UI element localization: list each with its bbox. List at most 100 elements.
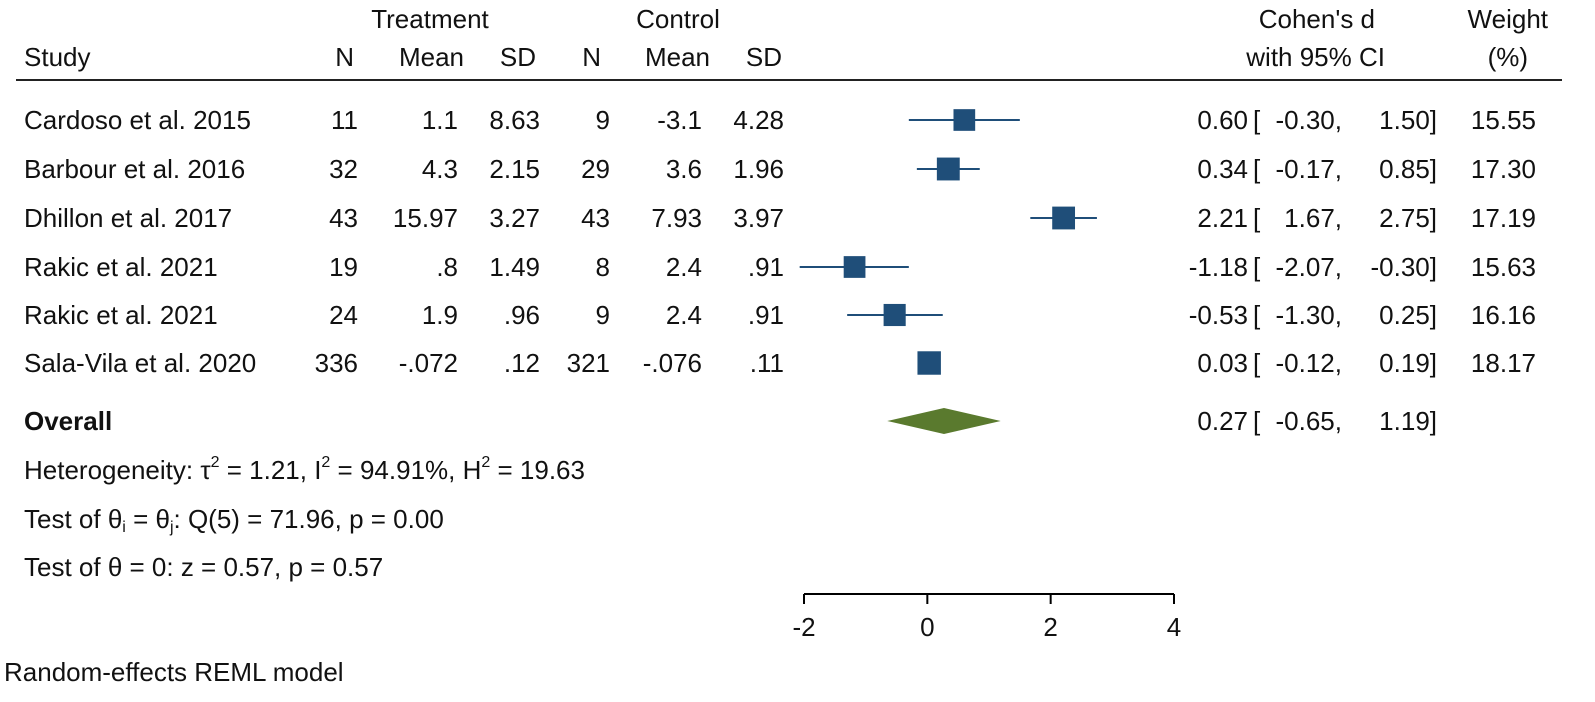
weight-header-line1: Weight [1467,4,1548,34]
weight-percent: 15.63 [1470,252,1536,282]
treatment-mean-header: Mean [398,42,464,72]
ci-lower: -2.07, [1275,252,1343,282]
ci-upper: 0.85] [1379,154,1437,184]
q-prefix: Test of θ [24,504,123,534]
ci-lower: -0.17, [1275,154,1343,184]
treatment-sd: .96 [503,300,540,330]
weight-percent: 15.55 [1470,105,1536,135]
treatment-n: 32 [329,154,358,184]
study-name: Dhillon et al. 2017 [24,203,233,233]
ci-upper: 2.75] [1379,203,1437,233]
treatment-n: 24 [329,300,358,330]
effect-size: 0.34 [1197,154,1248,184]
het-end: = 19.63 [490,455,585,485]
het-tau-sup: 2 [210,454,220,471]
study-effect-marker [953,109,976,131]
ci-open-bracket: [ [1253,300,1261,330]
control-mean: 2.4 [665,300,702,330]
treatment-mean: 1.9 [421,300,458,330]
x-tick-label: -2 [792,612,815,642]
control-mean-header: Mean [644,42,710,72]
treatment-n: 43 [329,203,358,233]
heterogeneity-stats: Heterogeneity: τ2 = 1.21, I2 = 94.91%, H… [24,454,585,486]
treatment-sd: 1.49 [489,252,540,282]
het-prefix: Heterogeneity: τ [24,455,211,485]
weight-header-line2: (%) [1487,42,1528,72]
control-n: 321 [566,348,610,378]
control-sd: 3.97 [733,203,784,233]
effect-header-line1: Cohen's d [1258,4,1375,34]
treatment-mean: 15.97 [392,203,458,233]
study-effect-marker [843,256,866,278]
q-test-stats: Test of θi = θj: Q(5) = 71.96, p = 0.00 [24,504,444,536]
control-n: 43 [581,203,610,233]
treatment-mean: 1.1 [421,105,458,135]
control-n: 9 [595,300,610,330]
ci-lower: -0.30, [1275,105,1343,135]
x-tick-label: 4 [1167,612,1181,642]
ci-lower: -0.12, [1275,348,1343,378]
control-sd-header: SD [745,42,782,72]
weight-percent: 16.16 [1470,300,1536,330]
treatment-n-header: N [335,42,354,72]
overall-diamond [887,408,1001,434]
study-name: Rakic et al. 2021 [24,300,218,330]
ci-open-bracket: [ [1253,203,1261,233]
control-sd: .11 [749,348,784,378]
model-footnote: Random-effects REML model [4,657,344,687]
weight-percent: 18.17 [1470,348,1536,378]
study-effect-marker [1052,206,1076,230]
overall-label: Overall [24,406,113,436]
study-name: Cardoso et al. 2015 [24,105,251,135]
control-mean: -.076 [642,348,702,378]
q-eq: = θ [125,504,170,534]
control-n-header: N [582,42,601,72]
overall-effect-size: 0.27 [1197,406,1248,436]
het-h-sup: 2 [481,454,491,471]
study-effect-marker [936,157,960,181]
overall-ci-upper: 1.19] [1379,406,1437,436]
x-tick-label: 0 [920,612,934,642]
treatment-mean: .8 [436,252,458,282]
ci-lower: -1.30, [1275,300,1343,330]
treatment-n: 19 [329,252,358,282]
study-name: Rakic et al. 2021 [24,252,218,282]
q-sub-j: j [169,519,174,536]
ci-upper: 0.25] [1379,300,1437,330]
overall-ci-open-bracket: [ [1253,406,1261,436]
treatment-sd: .12 [503,348,540,378]
ci-open-bracket: [ [1253,348,1261,378]
treatment-mean: 4.3 [421,154,458,184]
ci-open-bracket: [ [1253,252,1261,282]
effect-size: 2.21 [1197,203,1248,233]
control-n: 29 [581,154,610,184]
het-mid1: = 1.21, I [219,455,322,485]
control-sd: 4.28 [733,105,784,135]
effect-header-line2: with 95% CI [1246,42,1385,72]
control-sd: .91 [747,300,784,330]
treatment-n: 11 [331,105,358,135]
treatment-sd: 3.27 [489,203,540,233]
control-n: 9 [595,105,610,135]
weight-percent: 17.30 [1470,154,1536,184]
overall-ci-lower: -0.65, [1275,406,1343,436]
q-sub-i: i [122,519,126,536]
treatment-sd: 8.63 [489,105,540,135]
study-effect-marker [917,351,941,375]
control-group-label: Control [636,4,720,34]
weight-percent: 17.19 [1470,203,1536,233]
treatment-sd-header: SD [499,42,536,72]
effect-size: 0.03 [1197,348,1248,378]
treatment-sd: 2.15 [489,154,540,184]
ci-lower: 1.67, [1284,203,1342,233]
study-column-header: Study [24,42,91,72]
ci-upper: 1.50] [1379,105,1437,135]
study-name: Barbour et al. 2016 [24,154,246,184]
control-sd: .91 [747,252,784,282]
ci-upper: 0.19] [1379,348,1437,378]
control-mean: -3.1 [657,105,702,135]
control-mean: 3.6 [665,154,702,184]
treatment-n: 336 [314,348,358,378]
